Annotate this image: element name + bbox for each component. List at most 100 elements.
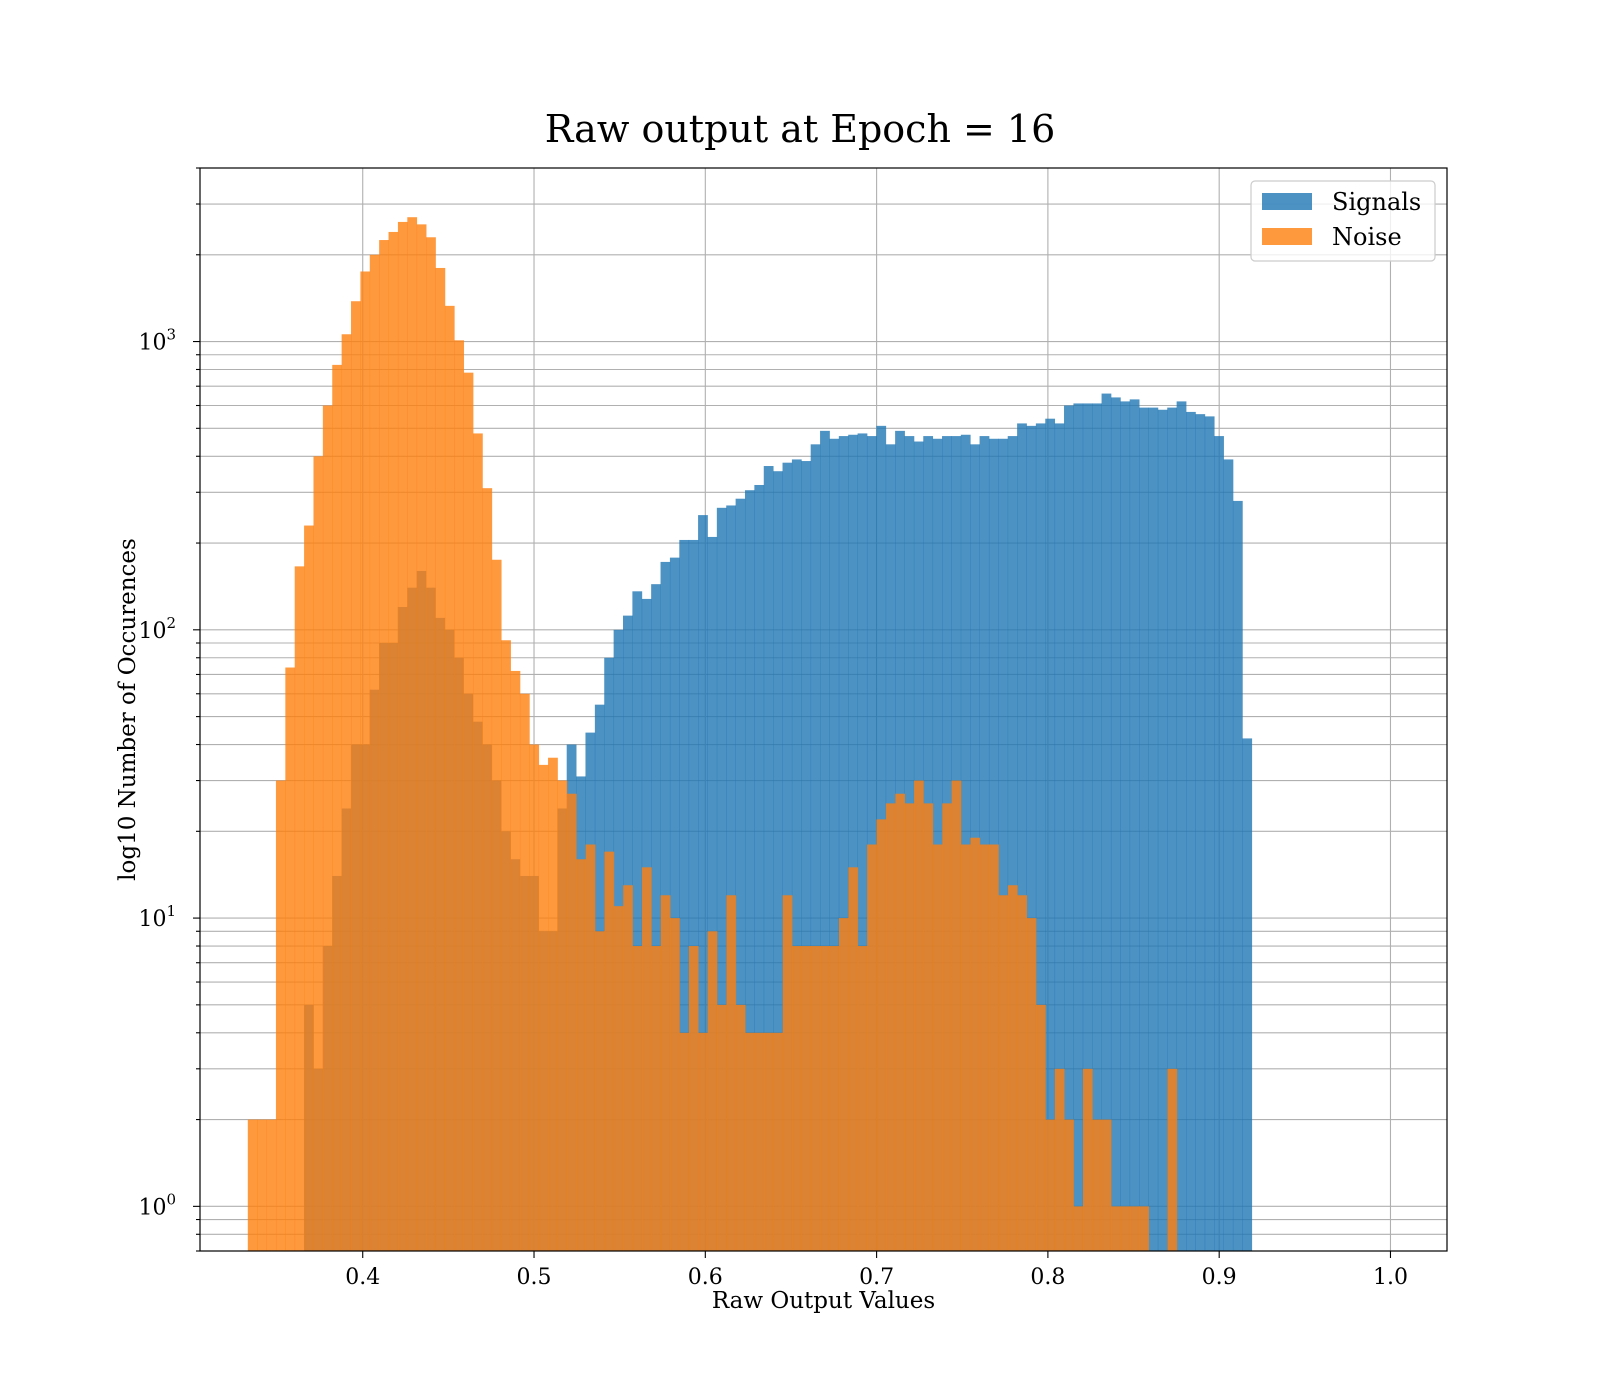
bar-noise xyxy=(745,1032,755,1251)
bar-noise xyxy=(754,1032,765,1251)
bar-noise xyxy=(867,844,877,1251)
bar-noise xyxy=(1129,1206,1140,1251)
bar-noise xyxy=(538,764,549,1251)
bar-signals xyxy=(1139,407,1149,1251)
bar-signals xyxy=(960,434,971,1251)
bar-signals xyxy=(857,433,868,1251)
bar-signals xyxy=(1232,500,1243,1251)
bar-noise xyxy=(1139,1206,1149,1251)
y-tick-label: 103 xyxy=(138,326,176,356)
bar-noise xyxy=(407,217,418,1252)
bar-signals xyxy=(1195,414,1206,1252)
bar-noise xyxy=(332,364,343,1252)
bar-noise xyxy=(585,844,596,1251)
bar-noise xyxy=(1111,1206,1121,1251)
bar-noise xyxy=(829,946,840,1251)
bar-signals xyxy=(1082,403,1093,1251)
bar-signals xyxy=(801,461,812,1251)
bar-noise xyxy=(1054,1068,1065,1251)
bar-noise xyxy=(688,946,699,1251)
bar-signals xyxy=(651,584,661,1251)
x-tick-label: 0.4 xyxy=(345,1265,380,1290)
bar-signals xyxy=(1045,418,1056,1251)
bar-noise xyxy=(651,946,662,1251)
bar-noise xyxy=(1035,1004,1046,1251)
legend-label-signals: Signals xyxy=(1332,188,1421,216)
bar-noise xyxy=(942,803,952,1251)
bar-noise xyxy=(726,895,737,1251)
chart-title: Raw output at Epoch = 16 xyxy=(545,107,1056,151)
bar-noise xyxy=(397,221,408,1251)
bar-noise xyxy=(773,1032,784,1251)
x-tick-label: 0.6 xyxy=(688,1265,723,1290)
bar-noise xyxy=(604,851,615,1251)
bar-noise xyxy=(444,305,455,1251)
bar-noise xyxy=(472,433,483,1251)
bar-signals xyxy=(1223,459,1234,1251)
bar-noise xyxy=(670,918,680,1251)
bar-noise xyxy=(979,844,990,1251)
axis-ticks: 0.4 0.5 0.6 0.7 0.8 0.9 1.0 100 101 102 103 xyxy=(138,167,1408,1290)
legend: Signals Noise xyxy=(1250,180,1436,262)
histogram-bars xyxy=(247,217,1253,1252)
x-tick-label: 0.7 xyxy=(859,1265,894,1290)
bar-noise xyxy=(1064,1119,1074,1251)
x-tick-label: 0.5 xyxy=(517,1265,552,1290)
bar-noise xyxy=(848,867,859,1251)
bar-noise xyxy=(792,946,802,1251)
bar-noise xyxy=(594,931,605,1251)
bar-noise xyxy=(707,931,718,1251)
bar-noise xyxy=(510,670,521,1251)
bar-noise xyxy=(904,803,915,1251)
bar-signals xyxy=(1101,393,1112,1251)
bar-signals xyxy=(716,507,727,1251)
bar-signals xyxy=(848,434,858,1251)
bar-noise xyxy=(548,757,558,1251)
bar-noise xyxy=(369,254,380,1251)
bar-noise xyxy=(360,271,371,1251)
bar-signals xyxy=(1148,407,1159,1251)
bar-noise xyxy=(435,267,446,1251)
bar-noise xyxy=(566,793,577,1251)
bar-noise xyxy=(623,885,633,1251)
bar-noise xyxy=(1073,1206,1084,1251)
bar-noise xyxy=(895,793,906,1251)
bar-noise xyxy=(482,488,493,1251)
bar-signals xyxy=(810,444,821,1251)
bar-signals xyxy=(773,471,783,1251)
bar-noise xyxy=(613,906,624,1251)
bar-noise xyxy=(698,1032,708,1251)
bar-signals xyxy=(1035,423,1046,1252)
bar-signals xyxy=(1176,401,1187,1251)
bar-signals xyxy=(688,539,699,1251)
bar-noise xyxy=(275,780,286,1251)
bar-noise xyxy=(304,525,314,1251)
bar-noise xyxy=(247,1119,258,1251)
bar-noise xyxy=(501,640,511,1251)
bar-signals xyxy=(744,490,755,1251)
bar-noise xyxy=(1017,895,1028,1251)
y-tick-label: 102 xyxy=(138,614,176,644)
bar-noise xyxy=(660,895,671,1251)
bar-signals xyxy=(679,539,690,1251)
bar-noise xyxy=(960,844,971,1251)
bar-signals xyxy=(866,436,877,1251)
bar-noise xyxy=(1082,1068,1093,1251)
bar-noise xyxy=(914,780,924,1251)
bar-noise xyxy=(529,744,540,1251)
plot-frame xyxy=(199,167,1448,1252)
y-tick-label: 101 xyxy=(138,902,176,932)
bar-noise xyxy=(632,946,643,1251)
x-axis-label: Raw Output Values xyxy=(712,1288,935,1314)
bar-signals xyxy=(1092,403,1102,1251)
bar-signals xyxy=(1204,416,1215,1251)
bar-noise xyxy=(341,334,352,1251)
bar-noise xyxy=(322,405,333,1251)
bar-noise xyxy=(379,240,389,1251)
bar-noise xyxy=(735,1004,746,1251)
bar-signals xyxy=(1026,425,1037,1251)
bar-noise xyxy=(763,1032,774,1251)
bar-noise xyxy=(294,566,305,1251)
bar-noise xyxy=(426,237,436,1252)
